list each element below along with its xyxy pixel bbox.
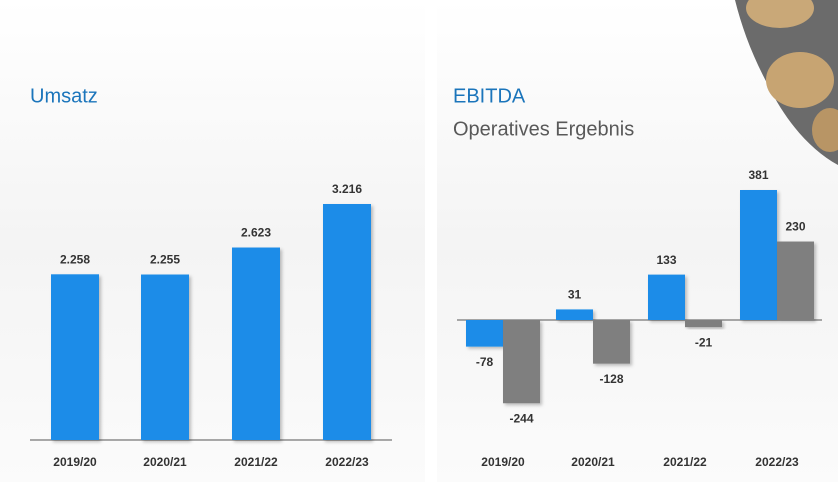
value-label: 133 [656, 253, 676, 267]
x-tick-label: 2022/23 [325, 455, 369, 469]
value-label: 2.255 [150, 253, 180, 267]
value-label: -21 [695, 335, 713, 349]
x-tick-label: 2022/23 [755, 455, 799, 469]
bar [593, 320, 630, 364]
x-tick-label: 2019/20 [481, 455, 525, 469]
value-label: 381 [748, 168, 768, 182]
legend-entry: Operatives Ergebnis [453, 118, 634, 140]
x-tick-label: 2020/21 [143, 455, 187, 469]
value-label: 2.623 [241, 226, 271, 240]
x-tick-label: 2019/20 [53, 455, 97, 469]
bar [141, 274, 189, 440]
bar [51, 274, 99, 440]
bar [232, 247, 280, 440]
chart-title: Umsatz [30, 85, 98, 107]
bar [740, 190, 777, 320]
value-label: 230 [785, 220, 805, 234]
value-label: -128 [599, 372, 623, 386]
value-label: -78 [476, 355, 494, 369]
value-label: 31 [568, 288, 582, 302]
bar [503, 320, 540, 404]
bar [685, 320, 722, 328]
legend-entry: EBITDA [453, 85, 526, 107]
x-tick-label: 2021/22 [234, 455, 278, 469]
x-tick-label: 2020/21 [571, 455, 615, 469]
value-label: 2.258 [60, 252, 90, 266]
x-tick-label: 2021/22 [663, 455, 707, 469]
value-label: -244 [509, 411, 533, 425]
value-label: 3.216 [332, 182, 362, 196]
bar [556, 309, 593, 320]
muffin-decoration [735, 0, 838, 165]
bar [777, 241, 814, 320]
bar [648, 274, 685, 320]
bar [466, 320, 503, 347]
bar [323, 204, 371, 440]
